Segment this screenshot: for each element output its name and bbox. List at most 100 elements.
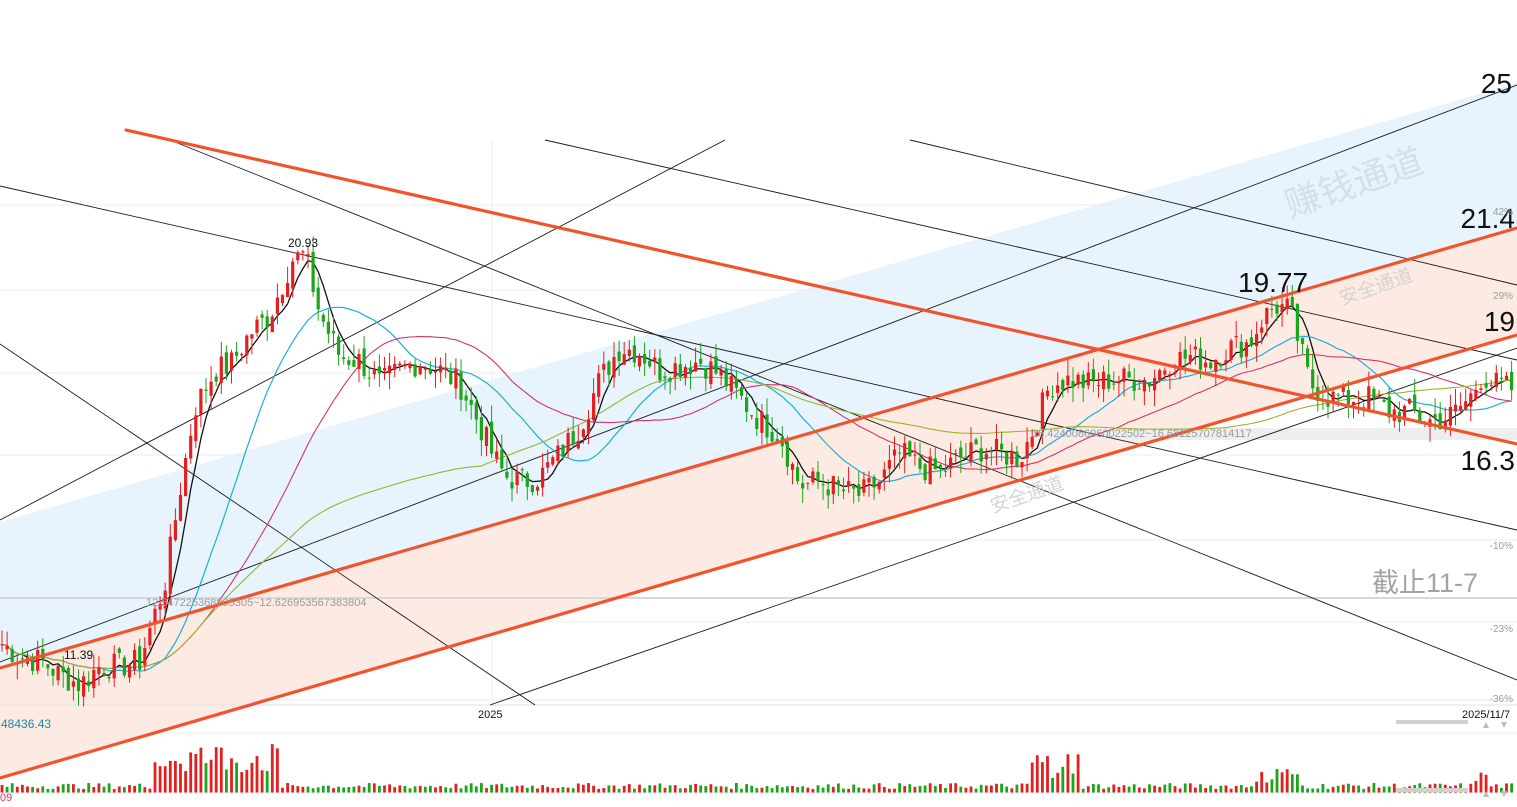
peak-label-19-77: 19.77 bbox=[1238, 267, 1308, 298]
candle-body bbox=[1000, 443, 1004, 450]
candle-body bbox=[678, 364, 682, 377]
candle-body bbox=[806, 482, 810, 484]
volume-bar bbox=[0, 784, 4, 793]
range-text-lower: 12.547225368805305~12.626953567383804 bbox=[146, 597, 367, 609]
candle-body bbox=[138, 646, 142, 670]
volume-bar bbox=[551, 788, 555, 793]
volume-bar bbox=[928, 783, 932, 793]
candle-body bbox=[1377, 396, 1381, 399]
volume-bar bbox=[913, 786, 917, 793]
volume-bar bbox=[398, 785, 402, 793]
candle-body bbox=[1234, 335, 1238, 338]
pct-tick-m10: -10% bbox=[1490, 541, 1513, 552]
volume-bar bbox=[964, 787, 968, 793]
candle-body bbox=[602, 363, 606, 370]
candle-body bbox=[505, 471, 509, 478]
candle-body bbox=[403, 364, 407, 367]
candle-body bbox=[270, 316, 274, 333]
candle-body bbox=[372, 370, 376, 375]
volume-bar bbox=[225, 769, 228, 793]
candle-body bbox=[714, 356, 718, 374]
volume-bar bbox=[26, 786, 29, 793]
candle-body bbox=[1045, 390, 1050, 397]
candle-body bbox=[20, 658, 24, 660]
candle-body bbox=[1341, 385, 1345, 392]
volume-bar bbox=[903, 786, 907, 793]
volume-bar bbox=[276, 748, 279, 793]
candle-body bbox=[97, 667, 101, 675]
volume-bar bbox=[582, 784, 585, 793]
volume-bar bbox=[724, 786, 728, 793]
date-label: 截止11-7 bbox=[1372, 568, 1478, 598]
candle-body bbox=[398, 363, 402, 366]
candle-body bbox=[1066, 375, 1070, 386]
volume-bar bbox=[566, 787, 570, 793]
candle-body bbox=[1418, 410, 1422, 421]
volume-bar bbox=[1076, 754, 1080, 793]
arrow-up-icon-2[interactable] bbox=[1483, 791, 1489, 797]
candle-body bbox=[148, 627, 152, 646]
volume-bar bbox=[270, 744, 274, 793]
candle-body bbox=[1295, 303, 1299, 341]
candle-body bbox=[1209, 362, 1213, 369]
volume-bar bbox=[525, 787, 529, 793]
volume-bar bbox=[1137, 787, 1141, 793]
volume-bar bbox=[1392, 783, 1396, 793]
candle-body bbox=[704, 368, 708, 379]
arrow-up-icon[interactable] bbox=[1483, 722, 1489, 728]
arrow-down-icon[interactable] bbox=[1501, 722, 1507, 728]
candle-body bbox=[1040, 392, 1044, 429]
candle-body bbox=[1051, 396, 1055, 398]
candle-body bbox=[1300, 338, 1305, 344]
candle-body bbox=[377, 366, 381, 374]
volume-bar bbox=[260, 770, 264, 793]
fan-line-7 bbox=[489, 347, 1517, 706]
volume-bar bbox=[939, 784, 942, 793]
volume-bar bbox=[791, 785, 794, 793]
candle-body bbox=[1306, 348, 1310, 367]
volume-bar bbox=[327, 785, 330, 793]
x-label-last-date: 2025/11/7 bbox=[1462, 709, 1510, 721]
arrow-down-icon-2[interactable] bbox=[1501, 791, 1507, 797]
candle-body bbox=[46, 664, 50, 669]
candle-body bbox=[1351, 402, 1356, 406]
candle-body bbox=[36, 649, 40, 671]
candle-body bbox=[1255, 334, 1259, 347]
candle-body bbox=[1459, 405, 1463, 411]
candle-body bbox=[668, 377, 672, 382]
candle-body bbox=[127, 665, 132, 678]
volume-bar bbox=[158, 766, 162, 793]
volume-bar bbox=[214, 747, 218, 793]
candle-body bbox=[683, 367, 687, 378]
volume-bar bbox=[1132, 784, 1136, 793]
candle-body bbox=[367, 377, 371, 379]
volume-bar bbox=[510, 786, 514, 793]
candle-body bbox=[449, 370, 453, 385]
scroll-markers[interactable] bbox=[1396, 720, 1507, 797]
volume-bar bbox=[128, 785, 131, 793]
candle-body bbox=[1137, 388, 1141, 390]
candle-body bbox=[551, 457, 555, 465]
candle-body bbox=[673, 363, 677, 377]
fan-lines bbox=[0, 84, 1517, 706]
pct-tick-m23: -23% bbox=[1490, 624, 1513, 635]
candle-body bbox=[1168, 374, 1172, 376]
volume-bar bbox=[153, 762, 157, 793]
volume-bar bbox=[434, 787, 437, 793]
candle-body bbox=[745, 397, 749, 412]
candle-body bbox=[204, 389, 208, 391]
candle-body bbox=[382, 367, 387, 371]
volume-bar bbox=[281, 787, 284, 793]
pct-tick-42: 42% bbox=[1493, 207, 1513, 218]
volume-bar bbox=[587, 783, 590, 793]
candle-body bbox=[408, 364, 412, 369]
candle-body bbox=[959, 447, 963, 458]
price-label-21-4: 21.4 bbox=[1461, 203, 1516, 234]
candle-body bbox=[1204, 362, 1208, 368]
volume-bar bbox=[735, 783, 738, 793]
candle-body bbox=[852, 486, 856, 489]
candle-body bbox=[821, 484, 825, 486]
volume-bar bbox=[1331, 786, 1335, 793]
volume-bar bbox=[658, 783, 662, 793]
volume-bar bbox=[459, 788, 463, 793]
